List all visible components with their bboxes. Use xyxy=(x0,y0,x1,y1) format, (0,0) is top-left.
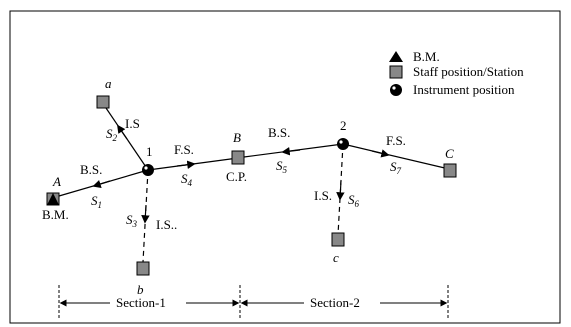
point-label-C: C xyxy=(445,146,454,161)
sight-label-s7: S7 xyxy=(390,159,402,176)
bm-triangle-icon xyxy=(47,193,59,205)
bm-label-A: B.M. xyxy=(42,207,69,222)
instrument-label-1: 1 xyxy=(146,144,153,159)
legend-instrument-label: Instrument position xyxy=(413,82,515,97)
section-2-label: Section-2 xyxy=(310,295,360,310)
diagram-frame xyxy=(9,10,561,324)
sight-arrow-s5 xyxy=(281,147,301,156)
sight-label-s4: S4 xyxy=(181,171,193,188)
reading-bs-1: B.S. xyxy=(80,162,102,177)
point-label-a: a xyxy=(105,76,112,91)
instrument-legend-icon xyxy=(390,84,402,96)
sight-arrow-s7 xyxy=(371,149,390,158)
reading-bs-2: B.S. xyxy=(268,125,290,140)
sight-arrow-s3 xyxy=(141,204,150,224)
instrument-position-2 xyxy=(337,138,349,150)
sight-label-s1: S1 xyxy=(91,193,102,210)
sight-label-s3: S3 xyxy=(126,212,138,229)
sight-label-s2: S2 xyxy=(106,126,118,143)
sight-label-s5: S5 xyxy=(276,158,288,175)
sight-label-s6: S6 xyxy=(348,192,360,209)
legend-bm-label: B.M. xyxy=(413,49,440,64)
sight-line-s7 xyxy=(342,143,450,170)
point-label-c: c xyxy=(333,250,339,265)
legend-staff-label: Staff position/Station xyxy=(413,64,524,79)
legend: B.M. Staff position/Station Instrument p… xyxy=(389,49,524,97)
sight-arrow-s2 xyxy=(117,124,128,140)
sight-arrow-s1 xyxy=(92,179,111,189)
staff-station-b-lower xyxy=(136,261,150,276)
instrument-label-2: 2 xyxy=(340,118,347,133)
point-label-B: B xyxy=(233,130,241,145)
point-label-b: b xyxy=(137,282,144,297)
reading-fs-1: F.S. xyxy=(174,142,194,157)
bench-mark-A xyxy=(46,192,60,206)
section-1-label: Section-1 xyxy=(116,295,166,310)
cp-label-B: C.P. xyxy=(226,169,247,184)
staff-station-B-change-point xyxy=(231,150,245,165)
staff-station-C xyxy=(443,163,457,178)
instrument-position-1 xyxy=(142,164,154,176)
reading-is-c: I.S. xyxy=(314,188,332,203)
staff-station-c-lower xyxy=(331,232,345,247)
sight-arrow-s4 xyxy=(176,160,196,169)
sight-arrow-s6 xyxy=(336,180,345,201)
staff-station-a xyxy=(96,95,110,109)
reading-is-a: I.S xyxy=(125,116,140,131)
reading-is-b: I.S.. xyxy=(156,217,177,232)
reading-fs-2: F.S. xyxy=(386,133,406,148)
bm-legend-triangle-icon xyxy=(389,51,403,62)
staff-legend-square-icon xyxy=(389,65,403,79)
point-label-A: A xyxy=(52,174,61,189)
section-dimensions: Section-1 Section-2 xyxy=(58,285,449,318)
